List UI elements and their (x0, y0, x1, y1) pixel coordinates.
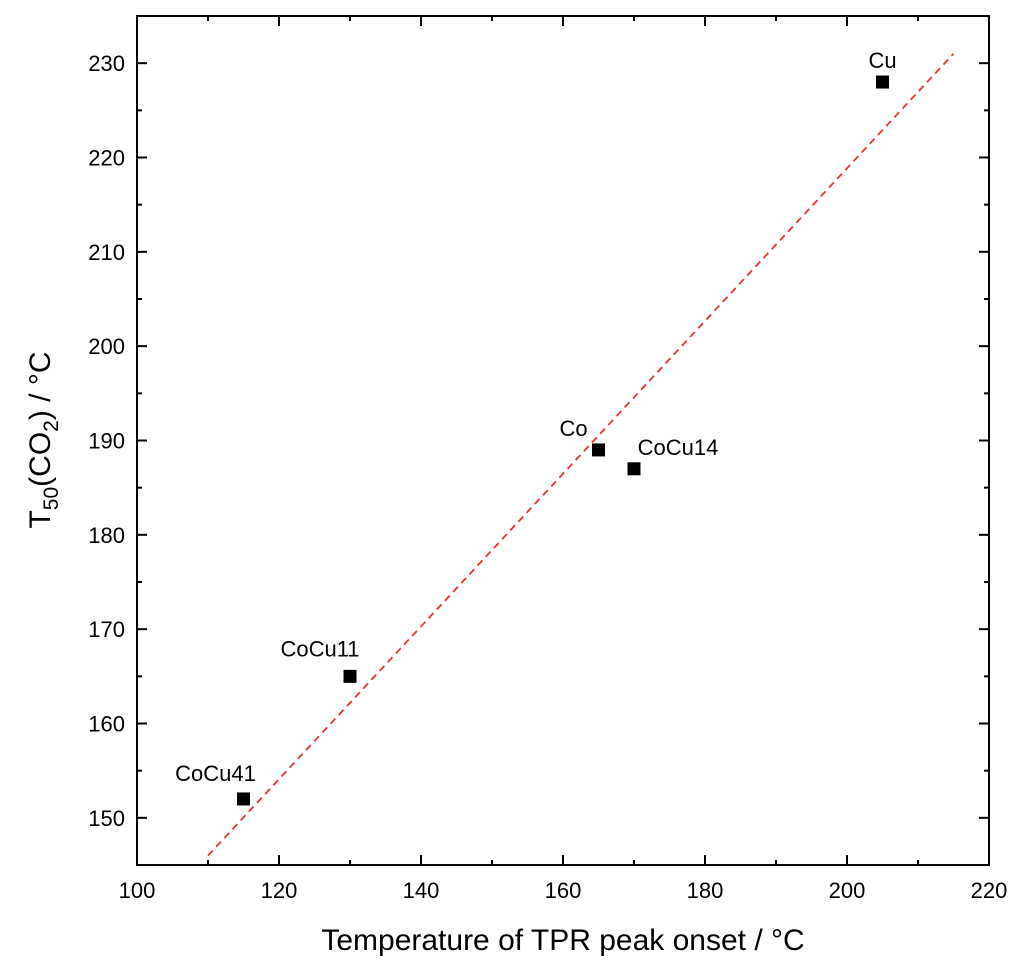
y-tick-label: 160 (88, 712, 125, 737)
y-tick-label: 170 (88, 617, 125, 642)
point-label-cocu41: CoCu41 (175, 761, 256, 786)
point-label-co: Co (559, 416, 587, 441)
y-tick-label: 150 (88, 806, 125, 831)
data-point-cocu41 (237, 792, 250, 806)
y-tick-label: 200 (88, 334, 125, 359)
x-tick-label: 220 (971, 878, 1008, 903)
y-axis-title-main: T (24, 510, 57, 528)
data-point-cocu11 (343, 669, 357, 683)
x-axis-title: Temperature of TPR peak onset / °C (321, 924, 804, 957)
y-axis-title: T50(CO2) / °C (24, 351, 63, 528)
point-label-cocu14: CoCu14 (638, 435, 719, 460)
fit-line (207, 53, 955, 857)
y-tick-label: 190 (88, 429, 125, 454)
points-layer: CoCu41 CoCu11 Co CoCu14 Cu (175, 48, 897, 806)
y-tick-label: 230 (88, 51, 125, 76)
y-axis-title-sub1: 50 (40, 487, 63, 510)
y-tick-label: 180 (88, 523, 125, 548)
x-tick-label: 200 (829, 878, 866, 903)
x-tick-label: 140 (403, 878, 440, 903)
y-axis-title-middle: (CO (24, 432, 57, 487)
data-point-co (592, 443, 605, 457)
y-tick-label: 210 (88, 240, 125, 265)
y-axis-title-sub2: 2 (40, 420, 63, 432)
y-tick-label: 220 (88, 146, 125, 171)
data-point-cu (876, 75, 889, 89)
x-tick-label: 180 (687, 878, 724, 903)
ticks-layer: 100 120 140 160 180 200 220 150 160 170 180 190 200 2… (88, 15, 1008, 903)
point-label-cu: Cu (868, 48, 896, 73)
x-tick-label: 120 (261, 878, 298, 903)
data-point-cocu14 (627, 462, 641, 476)
point-label-cocu11: CoCu11 (280, 636, 359, 661)
x-tick-label: 100 (119, 878, 156, 903)
fit-layer (207, 53, 955, 857)
x-tick-label: 160 (545, 878, 582, 903)
y-axis-title-tail: ) / °C (24, 351, 57, 420)
